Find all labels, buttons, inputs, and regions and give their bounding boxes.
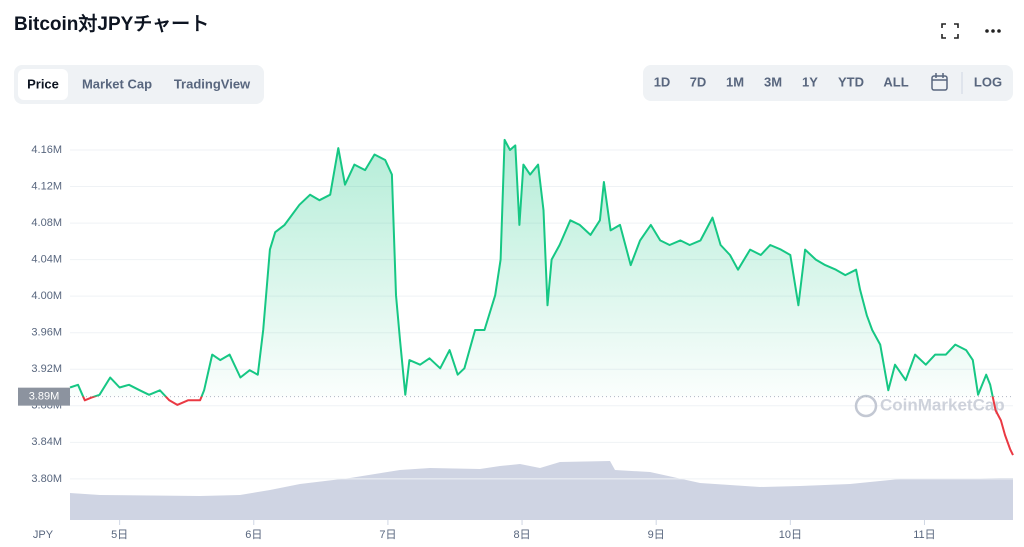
- reference-label-box: [18, 387, 70, 406]
- range-button[interactable]: ALL: [883, 74, 908, 89]
- tab-selected[interactable]: [18, 69, 68, 100]
- x-tick-label: 7日: [379, 529, 396, 541]
- range-button[interactable]: 1D: [654, 74, 671, 89]
- tab[interactable]: Price: [27, 76, 59, 91]
- x-tick-label: 10日: [779, 529, 802, 541]
- range-button[interactable]: YTD: [838, 74, 864, 89]
- price-area: [70, 139, 1013, 456]
- reference-label: 3.89M: [29, 391, 60, 403]
- price-line: [69, 138, 1014, 456]
- range-group: [643, 65, 1013, 101]
- tab[interactable]: Market Cap: [82, 76, 152, 91]
- x-tick-label: 6日: [245, 529, 262, 541]
- watermark: CoinMarketCap: [880, 395, 1005, 414]
- y-tick-label: 4.16M: [31, 144, 62, 156]
- fullscreen-icon[interactable]: [941, 23, 959, 39]
- calendar-icon[interactable]: [931, 73, 948, 91]
- x-tick-label: 9日: [648, 529, 665, 541]
- range-button[interactable]: 1Y: [802, 74, 818, 89]
- log-toggle[interactable]: LOG: [974, 74, 1002, 89]
- range-button[interactable]: 3M: [764, 74, 782, 89]
- y-tick-label: 4.12M: [31, 180, 62, 192]
- more-icon[interactable]: [985, 29, 1001, 33]
- page-title: Bitcoin対JPYチャート: [14, 12, 209, 35]
- y-tick-label: 3.80M: [31, 473, 62, 485]
- x-tick-label: 8日: [513, 529, 530, 541]
- y-tick-label: 4.08M: [31, 217, 62, 229]
- x-tick-label: 11日: [913, 529, 935, 541]
- y-tick-label: 4.00M: [31, 290, 62, 302]
- y-tick-label: 3.84M: [31, 436, 62, 448]
- x-tick-label: 5日: [111, 529, 128, 541]
- volume-area: [70, 461, 1013, 520]
- y-tick-label: 3.96M: [31, 327, 62, 339]
- tab[interactable]: TradingView: [174, 76, 251, 91]
- tab-group: [14, 65, 264, 104]
- range-button[interactable]: 7D: [690, 74, 707, 89]
- y-tick-label: 4.04M: [31, 254, 62, 266]
- y-tick-label: 3.92M: [31, 363, 62, 375]
- range-button[interactable]: 1M: [726, 74, 744, 89]
- x-axis-unit: JPY: [33, 529, 54, 541]
